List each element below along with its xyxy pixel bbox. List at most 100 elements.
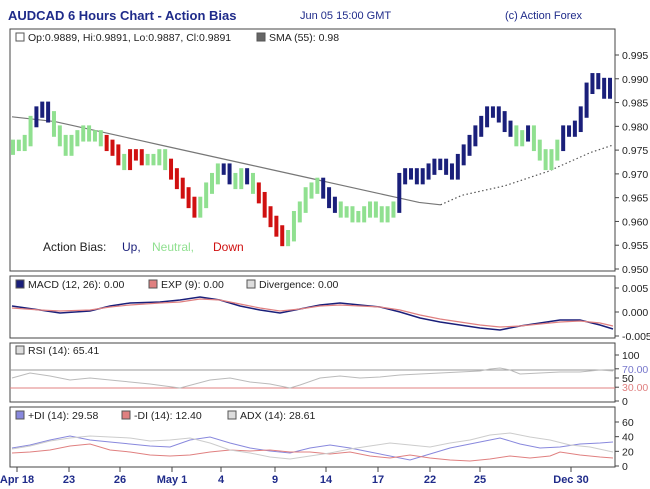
price-bar — [538, 140, 542, 161]
price-bar — [397, 173, 401, 213]
price-bar — [75, 130, 79, 146]
price-bar — [304, 187, 308, 213]
ohlc-legend-swatch — [16, 33, 24, 41]
y-tick-label: 40 — [622, 432, 634, 444]
price-bar — [468, 135, 472, 156]
x-tick-label: May 1 — [157, 474, 188, 486]
price-bar — [292, 211, 296, 241]
price-y-tick-label: 0.960 — [622, 216, 648, 228]
price-bar — [210, 173, 214, 194]
price-bar — [239, 168, 243, 189]
price-bar — [421, 168, 425, 184]
y-tick-label: 60 — [622, 417, 634, 429]
y-tick-label: 30.00 — [622, 382, 648, 394]
price-bar — [374, 201, 378, 217]
price-bar — [403, 168, 407, 184]
price-y-tick-label: 0.970 — [622, 169, 648, 181]
price-bar — [503, 111, 507, 132]
adx-legend: ADX (14): 28.61 — [240, 410, 315, 422]
price-bar — [140, 149, 144, 165]
x-tick-label: 22 — [424, 474, 436, 486]
y-tick-label: 0.005 — [622, 283, 648, 295]
price-bar — [251, 173, 255, 194]
macd-legend-swatch — [16, 280, 24, 288]
price-bar — [520, 130, 524, 146]
price-y-tick-label: 0.990 — [622, 74, 648, 86]
price-bar — [327, 187, 331, 208]
bias-up: Up, — [122, 240, 141, 254]
div-legend-swatch — [247, 280, 255, 288]
price-bar — [70, 135, 74, 156]
price-bar — [93, 130, 97, 141]
price-bar — [263, 192, 267, 218]
adx-legend-swatch — [228, 411, 236, 419]
ohlc-legend: Op:0.9889, Hi:0.9891, Lo:0.9887, Cl:0.98… — [28, 32, 231, 44]
price-bar — [116, 144, 120, 165]
price-bar — [87, 125, 91, 141]
sma-legend-swatch — [257, 33, 265, 41]
x-tick-label: 23 — [63, 474, 75, 486]
price-bar — [111, 140, 115, 156]
price-bar — [444, 159, 448, 175]
price-bar — [567, 125, 571, 136]
macd-y-axis: 0.005 0.000 -0.005 — [615, 283, 650, 343]
price-bar — [228, 163, 232, 184]
x-tick-label: 26 — [114, 474, 126, 486]
price-bar — [233, 173, 237, 189]
price-bar — [544, 149, 548, 170]
price-bar — [29, 116, 33, 146]
rsi-legend-swatch — [16, 346, 24, 354]
bias-neutral: Neutral, — [152, 240, 194, 254]
price-bar — [427, 163, 431, 179]
adx-y-axis: 6040200 — [615, 417, 634, 473]
price-y-tick-label: 0.985 — [622, 98, 648, 110]
price-bar — [99, 130, 103, 146]
price-bar — [11, 140, 15, 155]
price-bar — [356, 211, 360, 222]
price-bar — [526, 125, 530, 141]
price-bar — [608, 78, 612, 99]
rsi-legend: RSI (14): 65.41 — [28, 345, 99, 357]
price-y-tick-label: 0.950 — [622, 264, 648, 276]
x-tick-label: 25 — [474, 474, 486, 486]
price-bar — [479, 116, 483, 137]
exp-legend: EXP (9): 0.00 — [161, 279, 224, 291]
y-tick-label: -0.005 — [622, 331, 650, 343]
price-bar — [64, 135, 68, 156]
price-bar — [192, 197, 196, 218]
price-bar — [198, 197, 202, 218]
price-y-axis: 0.995 0.990 0.985 0.980 0.975 0.970 0.965 0.960… — [615, 50, 648, 276]
price-bar — [128, 149, 132, 170]
price-bar — [52, 111, 56, 137]
div-legend: Divergence: 0.00 — [259, 279, 339, 291]
price-bar — [34, 106, 38, 127]
x-tick-label: 14 — [320, 474, 333, 486]
price-bar — [585, 83, 589, 118]
y-tick-label: 0 — [622, 396, 628, 408]
price-bar — [391, 201, 395, 217]
price-bar — [409, 168, 413, 179]
x-axis: Apr 18 23 26 May 1 4 9 14 17 22 25 Dec 30 — [0, 467, 589, 486]
price-bar — [450, 163, 454, 179]
price-bar — [368, 201, 372, 217]
y-tick-label: 100 — [622, 350, 640, 362]
price-bar — [415, 168, 419, 184]
price-y-tick-label: 0.980 — [622, 121, 648, 133]
price-bar — [81, 125, 85, 141]
price-bar — [46, 102, 50, 123]
price-bar — [573, 121, 577, 137]
rsi-panel — [10, 343, 615, 402]
price-y-tick-label: 0.965 — [622, 193, 648, 205]
price-bar — [105, 135, 109, 151]
exp-legend-swatch — [149, 280, 157, 288]
price-bar — [321, 178, 325, 199]
price-bar — [204, 182, 208, 208]
price-bar — [286, 230, 290, 246]
y-tick-label: 20 — [622, 446, 634, 458]
price-bar — [151, 154, 155, 165]
price-bar — [350, 206, 354, 222]
price-bar — [596, 73, 600, 89]
price-bar — [274, 216, 278, 237]
price-bar — [175, 168, 179, 189]
